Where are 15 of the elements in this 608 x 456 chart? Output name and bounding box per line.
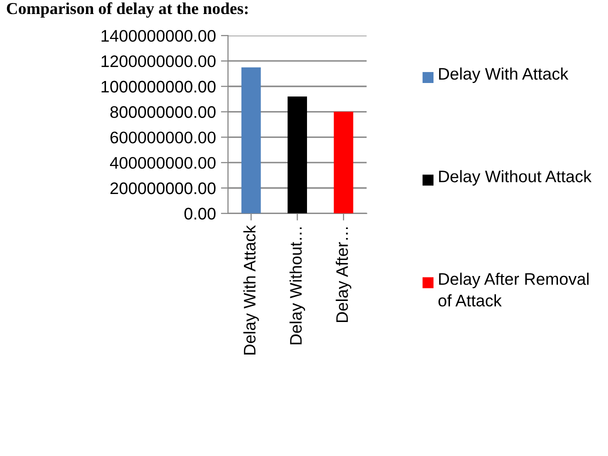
y-tick-label: 1200000000.00 bbox=[102, 55, 216, 68]
x-tick-label: Delay With Attack bbox=[243, 225, 259, 354]
y-tick-label: 1000000000.00 bbox=[102, 80, 216, 93]
y-tick-label: 200000000.00 bbox=[110, 182, 216, 194]
legend-label: Delay Without Attack bbox=[439, 170, 592, 186]
chart-title: Comparison of delay at the nodes: bbox=[6, 2, 248, 18]
y-tick-label: 400000000.00 bbox=[110, 157, 216, 169]
legend-label: Delay With Attack bbox=[439, 67, 568, 84]
y-tick-label: 0.00 bbox=[184, 208, 216, 220]
y-tick-label: 600000000.00 bbox=[110, 132, 216, 144]
x-tick-label: Delay Without… bbox=[290, 227, 306, 344]
legend-label: Delay After Removal of Attack bbox=[438, 272, 589, 307]
x-tick-label: Delay After… bbox=[336, 227, 352, 322]
y-tick-label: 800000000.00 bbox=[110, 106, 216, 118]
y-tick-label: 1400000000.00 bbox=[102, 30, 216, 42]
